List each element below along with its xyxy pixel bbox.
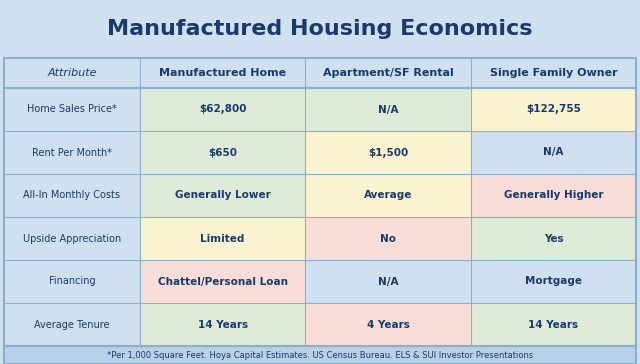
Text: No: No (380, 233, 396, 244)
Text: $122,755: $122,755 (526, 104, 581, 115)
Bar (4, 303, 140, 346)
Bar (305, 88, 471, 131)
Bar (140, 174, 305, 217)
Bar (471, 131, 636, 174)
Bar (4, 58, 636, 88)
Text: Generally Higher: Generally Higher (504, 190, 604, 201)
Text: N/A: N/A (378, 104, 399, 115)
Text: Limited: Limited (200, 233, 245, 244)
Text: Generally Lower: Generally Lower (175, 190, 271, 201)
Bar (140, 303, 305, 346)
Bar (140, 260, 305, 303)
Bar (140, 131, 305, 174)
Bar (305, 131, 471, 174)
Bar (0, 0, 640, 58)
Bar (305, 260, 471, 303)
Text: 14 Years: 14 Years (198, 320, 248, 329)
Text: Rent Per Month*: Rent Per Month* (32, 147, 112, 158)
Bar (140, 88, 305, 131)
Bar (4, 346, 636, 364)
Text: All-In Monthly Costs: All-In Monthly Costs (24, 190, 120, 201)
Text: *Per 1,000 Square Feet. Hoya Capital Estimates. US Census Bureau. ELS & SUI Inve: *Per 1,000 Square Feet. Hoya Capital Est… (107, 351, 533, 360)
Text: Manufactured Home: Manufactured Home (159, 68, 286, 78)
Text: Attribute: Attribute (47, 68, 97, 78)
Text: Apartment/SF Rental: Apartment/SF Rental (323, 68, 454, 78)
Bar (140, 217, 305, 260)
Text: Single Family Owner: Single Family Owner (490, 68, 618, 78)
Bar (4, 260, 140, 303)
Bar (471, 217, 636, 260)
Text: 14 Years: 14 Years (529, 320, 579, 329)
Text: Average: Average (364, 190, 412, 201)
Text: Average Tenure: Average Tenure (34, 320, 109, 329)
Bar (471, 303, 636, 346)
Text: Home Sales Price*: Home Sales Price* (27, 104, 117, 115)
Bar (305, 174, 471, 217)
Bar (471, 88, 636, 131)
Text: Mortgage: Mortgage (525, 277, 582, 286)
Text: Manufactured Housing Economics: Manufactured Housing Economics (108, 19, 532, 39)
Text: Financing: Financing (49, 277, 95, 286)
Text: Yes: Yes (544, 233, 563, 244)
Text: 4 Years: 4 Years (367, 320, 410, 329)
Bar (305, 303, 471, 346)
Text: Chattel/Personal Loan: Chattel/Personal Loan (157, 277, 287, 286)
Bar (4, 131, 140, 174)
Text: N/A: N/A (378, 277, 399, 286)
Bar (471, 174, 636, 217)
Bar (4, 88, 140, 131)
Text: N/A: N/A (543, 147, 564, 158)
Bar (471, 260, 636, 303)
Bar (305, 217, 471, 260)
Text: $62,800: $62,800 (199, 104, 246, 115)
Bar (4, 58, 636, 346)
Text: $1,500: $1,500 (368, 147, 408, 158)
Bar (4, 346, 636, 364)
Bar (4, 217, 140, 260)
Text: $650: $650 (208, 147, 237, 158)
Bar (4, 174, 140, 217)
Text: Upside Appreciation: Upside Appreciation (23, 233, 121, 244)
